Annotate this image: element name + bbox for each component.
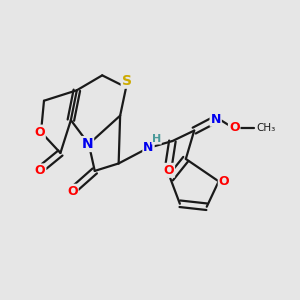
Text: N: N <box>143 140 154 154</box>
Text: O: O <box>219 175 230 188</box>
Text: N: N <box>211 113 221 126</box>
Text: O: O <box>67 185 78 198</box>
Text: O: O <box>35 164 45 177</box>
Text: CH₃: CH₃ <box>256 123 276 133</box>
Text: H: H <box>152 134 161 144</box>
Text: N: N <box>82 137 93 151</box>
Text: S: S <box>122 74 132 88</box>
Text: O: O <box>34 126 45 139</box>
Text: O: O <box>164 164 174 177</box>
Text: O: O <box>229 121 239 134</box>
